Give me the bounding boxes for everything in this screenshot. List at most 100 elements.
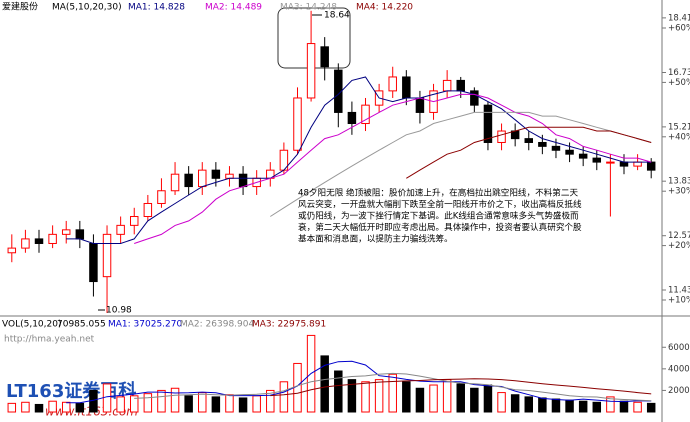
legend-entry: MA2: 26398.904 — [180, 320, 254, 330]
y-tick-label: 60000 — [668, 343, 690, 353]
ma-line — [270, 378, 652, 397]
candle-body — [89, 242, 98, 283]
volume-bar — [238, 397, 248, 413]
y-tick-label: +30% — [668, 187, 690, 197]
y-tick-label: +20% — [668, 241, 690, 251]
volume-bar — [565, 399, 574, 413]
volume-bar — [415, 387, 425, 413]
volume-bar — [347, 379, 357, 413]
y-tick-label: +50% — [668, 78, 690, 88]
candle-body — [538, 141, 547, 147]
y-tick-label: +10% — [668, 295, 690, 305]
y-tick-label: 16.73 — [668, 68, 690, 78]
y-tick-label: 15.21 — [668, 122, 690, 132]
volume-bar — [7, 402, 17, 413]
y-tick-label: 18.41 — [668, 13, 690, 23]
volume-bar — [456, 383, 465, 413]
volume-bar — [61, 401, 71, 413]
y-tick-label: 40000 — [668, 364, 690, 374]
volume-bar — [21, 401, 30, 413]
volume-title: VOL(5,10,20) — [2, 320, 61, 330]
candle-body — [402, 76, 411, 99]
candle-body — [75, 229, 85, 240]
volume-bar — [266, 389, 275, 413]
y-tick-label: +40% — [668, 132, 690, 142]
volume-bar — [592, 401, 602, 413]
volume-bar — [252, 395, 261, 413]
volume-value: 70985.055 — [57, 320, 106, 330]
volume-bar — [524, 396, 534, 413]
volume-bar — [293, 362, 302, 413]
volume-bar — [34, 403, 44, 413]
ma-line — [66, 76, 652, 244]
volume-bar — [361, 381, 370, 413]
candle-body — [347, 111, 357, 125]
candle-body — [388, 76, 397, 92]
volume-bar — [184, 395, 193, 413]
candle-body — [361, 104, 370, 125]
candle-body — [34, 238, 44, 244]
ma-line — [270, 111, 652, 217]
candle-body — [320, 46, 329, 68]
volume-bar — [633, 401, 642, 413]
candle-body — [306, 43, 316, 99]
note-line: 或仍阳线，为一波下挫行情定下基调。此K线组合通常意味多头气势盛极而 — [298, 210, 579, 222]
volume-bar — [497, 392, 506, 413]
candle-body — [129, 216, 139, 226]
candle-body — [184, 173, 193, 188]
volume-bar — [578, 400, 588, 413]
candle-body — [565, 149, 574, 155]
legend-entry: MA1: 14.828 — [128, 3, 185, 13]
volume-bar — [538, 397, 547, 413]
candle-body — [102, 233, 112, 278]
volume-bar — [48, 400, 57, 413]
note-line: 基本面和消息面，以提防主力骗线洗筹。 — [298, 233, 453, 245]
note-line: 48夕阳无限 绝顶被阻：股价加速上升，在高档拉出跳空阳线，不料第二天 — [298, 187, 578, 199]
watermark: http://hma.yeah.net — [4, 335, 95, 345]
candle-body — [198, 169, 207, 188]
y-tick-label: 20000 — [668, 386, 690, 396]
candle-body — [646, 161, 656, 171]
candle-body — [7, 247, 17, 254]
candle-body — [225, 173, 234, 179]
legend-entry: MA2: 14.489 — [205, 3, 262, 13]
candle-body — [551, 145, 561, 151]
volume-bar — [429, 384, 438, 413]
candle-body — [21, 238, 30, 249]
volume-bar — [75, 402, 85, 413]
volume-bar — [320, 355, 329, 413]
candle-body — [470, 90, 479, 106]
volume-bar — [619, 400, 629, 413]
volume-bar — [157, 389, 166, 413]
ma-line — [134, 93, 652, 244]
volume-bar — [606, 396, 615, 413]
candle-body — [606, 161, 615, 164]
ma-line — [66, 360, 652, 404]
volume-bar — [470, 387, 479, 413]
candle-body — [238, 173, 248, 188]
volume-bar — [102, 383, 112, 413]
candle-body — [442, 79, 452, 92]
candle-body — [334, 69, 343, 113]
candle-body — [48, 233, 57, 244]
candle-body — [483, 104, 493, 143]
candle-body — [578, 153, 588, 159]
candle-body — [211, 169, 221, 179]
annotation: 18.64 — [324, 11, 350, 21]
legend-entry: MA1: 37025.270 — [108, 320, 182, 330]
y-tick-label: 12.57 — [668, 231, 690, 241]
volume-bar — [225, 394, 234, 413]
volume-bar — [483, 384, 493, 413]
legend-entry: MA4: 14.220 — [356, 3, 413, 13]
legend-entry: MA3: 14.248 — [280, 3, 337, 13]
volume-bar — [129, 395, 139, 413]
candle-body — [61, 229, 71, 235]
candle-body — [619, 161, 629, 167]
candle-body — [456, 79, 465, 92]
candle-body — [143, 202, 153, 218]
volume-bar — [116, 396, 125, 413]
legend-entry: MA3: 22975.891 — [252, 320, 326, 330]
volume-bar — [388, 373, 397, 413]
